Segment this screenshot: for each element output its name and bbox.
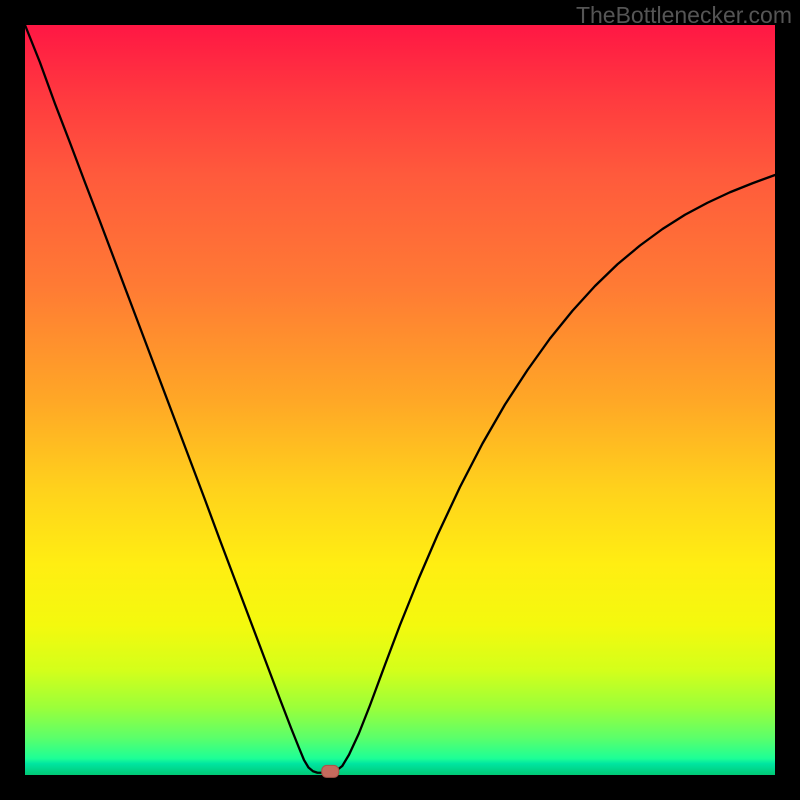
bottleneck-chart-root: TheBottlenecker.com bbox=[0, 0, 800, 800]
plot-background bbox=[25, 25, 775, 775]
optimal-point-marker bbox=[322, 765, 339, 777]
chart-svg bbox=[0, 0, 800, 800]
